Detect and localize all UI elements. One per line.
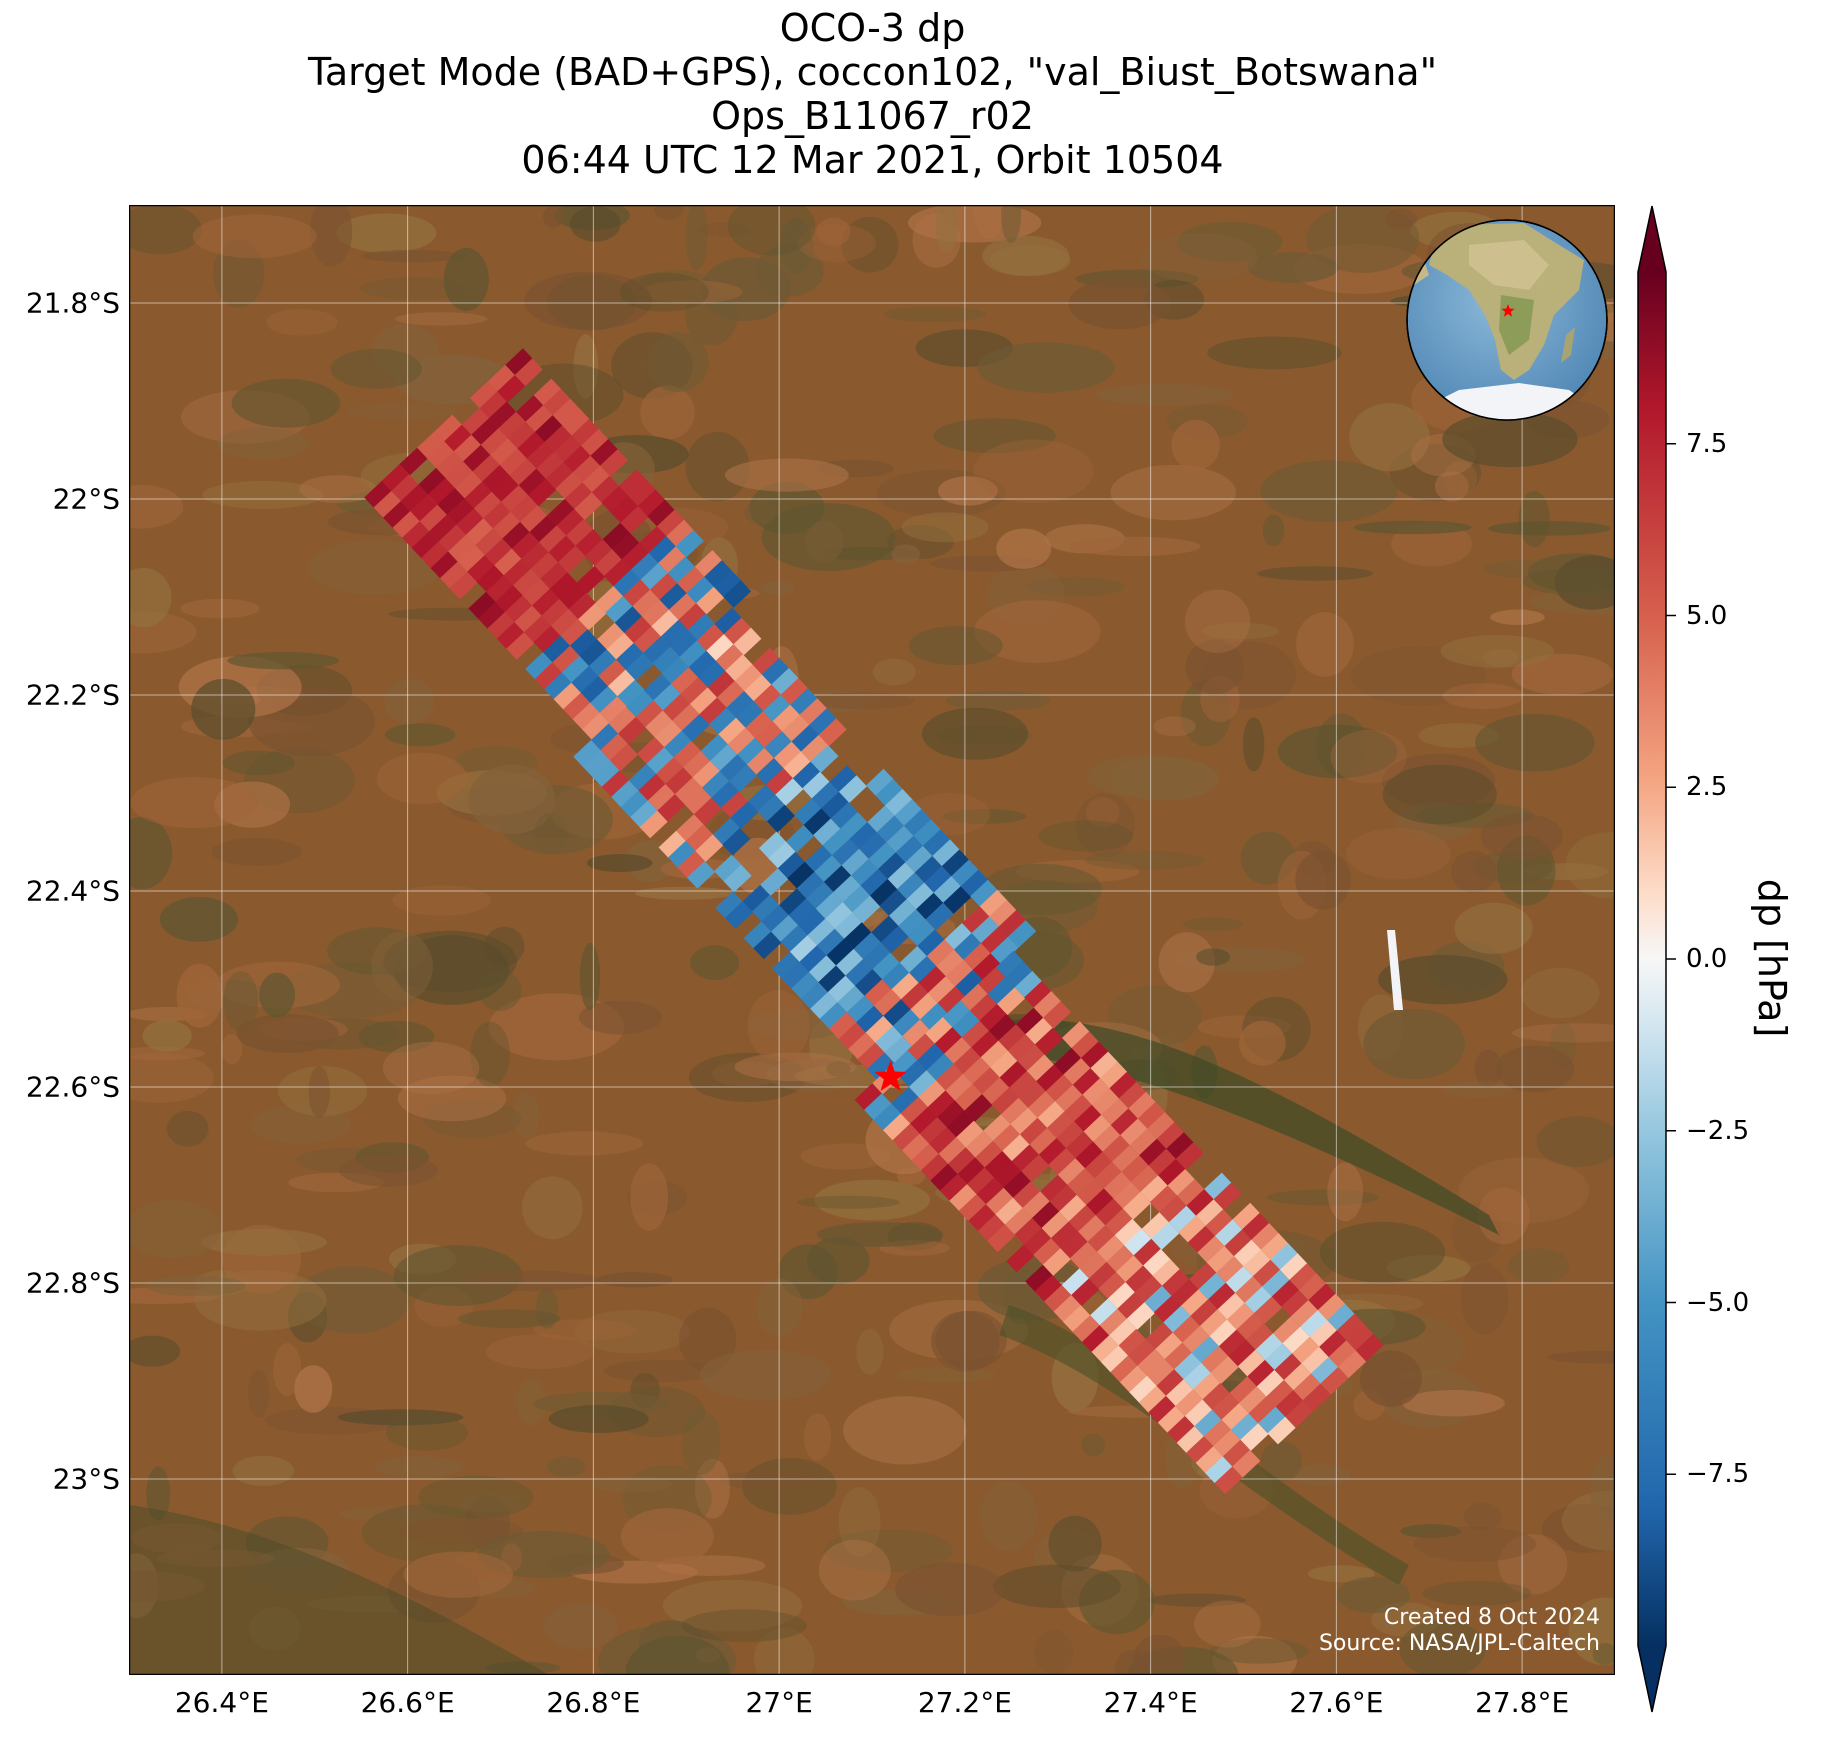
x-tick-label: 26.8°E [546,1686,641,1719]
chart-title: OCO-3 dp Target Mode (BAD+GPS), coccon10… [130,6,1615,182]
y-tick-label: 22°S [52,482,120,516]
credits: Created 8 Oct 2024 Source: NASA/JPL-Calt… [1319,1605,1600,1657]
colorbar [1637,205,1676,1713]
title-line-2: Target Mode (BAD+GPS), coccon102, "val_B… [307,50,1438,94]
sounding-swath [364,348,1403,1495]
y-tick-label: 21.8°S [25,286,120,320]
data-source: Source: NASA/JPL-Caltech [1318,1631,1600,1656]
x-tick-label: 27.2°E [917,1686,1012,1719]
globe-target-star-icon [1501,304,1515,317]
x-tick-label: 26.4°E [174,1686,269,1719]
colorbar-tick-label: 0.0 [1686,944,1728,974]
colorbar-title: dp [hPa] [1750,878,1794,1038]
colorbar-tick-label: −7.5 [1686,1459,1750,1490]
colorbar-tick-label: −5.0 [1686,1287,1750,1318]
colorbar-tick-label: 5.0 [1686,600,1728,631]
map-panel[interactable]: Created 8 Oct 2024 Source: NASA/JPL-Calt… [129,205,1615,1675]
x-tick-label: 27.6°E [1289,1686,1384,1719]
target-star-icon[interactable] [874,1060,907,1091]
colorbar-gradient [1638,272,1666,1646]
y-tick-label: 23°S [52,1462,120,1496]
y-tick-label: 22.6°S [25,1070,120,1104]
y-tick-label: 22.2°S [25,678,120,712]
x-tick-label: 27°E [745,1686,813,1719]
y-tick-label: 22.8°S [25,1266,120,1300]
inset-globe [1406,219,1608,421]
map-canvas[interactable] [129,205,1615,1675]
map-frame [129,205,1615,1675]
colorbar-extend-min [1638,1646,1666,1712]
x-tick-label: 27.4°E [1103,1686,1198,1719]
madagascar [1561,327,1575,363]
created-date: Created 8 Oct 2024 [1383,1605,1600,1630]
colorbar-tick-label: −2.5 [1686,1115,1750,1146]
colorbar-tick-label: 2.5 [1686,772,1728,803]
colorbar-extend-max [1638,206,1666,272]
x-tick-label: 26.6°E [360,1686,455,1719]
x-tick-label: 27.8°E [1475,1686,1570,1719]
antarctica [1419,383,1599,420]
title-line-4: 06:44 UTC 12 Mar 2021, Orbit 10504 [521,138,1224,182]
y-tick-label: 22.4°S [25,874,120,908]
title-line-1: OCO-3 dp [779,6,966,50]
colorbar-tick-label: 7.5 [1686,428,1728,459]
target-marker [874,1060,907,1091]
title-line-3: Ops_B11067_r02 [711,94,1034,138]
